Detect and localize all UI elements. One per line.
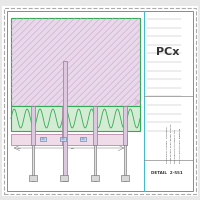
Bar: [29, 175, 37, 181]
Text: Cross-section of Rockpanel fixed to: Cross-section of Rockpanel fixed to: [171, 124, 172, 163]
Bar: [60, 175, 68, 181]
Bar: [124, 145, 126, 181]
Bar: [63, 145, 65, 181]
Bar: [11, 106, 140, 131]
Text: junction with the wall plastered: junction with the wall plastered: [180, 128, 181, 163]
Bar: [91, 175, 99, 181]
Bar: [60, 137, 66, 141]
Text: PCx: PCx: [156, 47, 180, 57]
Bar: [80, 137, 86, 141]
Text: DETAIL  2-551: DETAIL 2-551: [151, 171, 183, 175]
Bar: [121, 175, 129, 181]
Bar: [94, 145, 96, 181]
Text: label: label: [17, 148, 22, 149]
Bar: [62, 106, 66, 145]
Bar: [40, 137, 46, 141]
Text: ROCKWOOL Limited - Rockpanel: ROCKWOOL Limited - Rockpanel: [166, 127, 168, 163]
Bar: [63, 61, 67, 181]
Bar: [93, 106, 97, 145]
Bar: [123, 106, 127, 145]
Text: dim: dim: [71, 148, 75, 149]
Bar: [32, 145, 34, 181]
Bar: [11, 18, 140, 106]
Text: the aluminum structure at the: the aluminum structure at the: [175, 129, 176, 163]
Bar: [11, 134, 127, 145]
Bar: [31, 106, 35, 145]
